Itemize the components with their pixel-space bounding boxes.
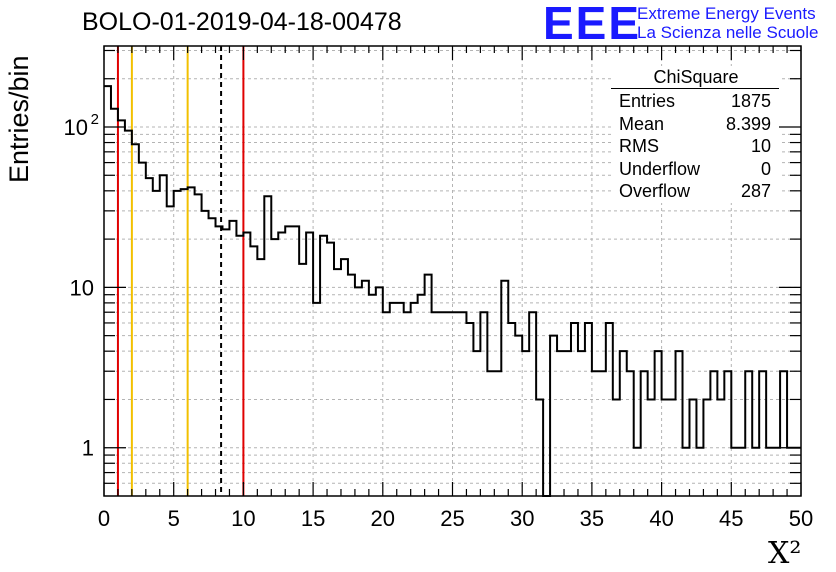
stat-value: 10 (750, 136, 771, 156)
reference-lines (116, 46, 245, 496)
stat-label: Underflow (619, 158, 701, 179)
stat-row-underflow: Underflow 0 (611, 158, 779, 181)
x-tick-label: 0 (98, 506, 110, 531)
x-tick-label: 5 (168, 506, 180, 531)
axis-ticks (103, 46, 802, 496)
y-tick-label: 1 (82, 436, 94, 461)
y-tick-label-exponent: 2 (91, 111, 99, 128)
x-tick-label: 35 (580, 506, 604, 531)
x-tick-label: 15 (301, 506, 325, 531)
x-tick-label: 45 (719, 506, 743, 531)
logo-line-1: Extreme Energy Events (637, 4, 816, 23)
stat-value: 1875 (730, 91, 771, 111)
stat-label: RMS (619, 136, 659, 156)
y-tick-label: 10 (64, 115, 88, 140)
stats-box: ChiSquare Entries 1875 Mean 8.399 RMS 10… (611, 66, 779, 203)
y-axis-label: Entries/bin (4, 55, 34, 183)
stat-label: Entries (619, 91, 676, 111)
x-tick-label: 50 (789, 506, 813, 531)
stat-label: Mean (619, 113, 665, 134)
x-tick-label: 30 (510, 506, 534, 531)
stat-row-entries: Entries 1875 (611, 90, 779, 113)
stat-label: Overflow (619, 181, 691, 201)
histogram-outline (104, 85, 801, 497)
x-tick-label: 40 (649, 506, 673, 531)
stat-value: 287 (740, 181, 771, 201)
x-tick-label: 20 (371, 506, 395, 531)
x-axis-label: X² (768, 536, 802, 571)
chart-title: BOLO-01-2019-04-18-00478 (82, 8, 402, 36)
stat-value: 0 (760, 158, 771, 179)
stat-row-overflow: Overflow 287 (611, 180, 779, 203)
logo-line-2: La Scienza nelle Scuole (637, 23, 819, 42)
stat-row-rms: RMS 10 (611, 135, 779, 158)
x-tick-label: 10 (231, 506, 255, 531)
stats-title: ChiSquare (611, 66, 779, 89)
eee-logo: EEE (543, 0, 642, 49)
x-tick-label: 25 (440, 506, 464, 531)
stat-row-mean: Mean 8.399 (611, 113, 779, 136)
stat-value: 8.399 (725, 113, 771, 134)
y-tick-label: 10 (70, 275, 94, 300)
